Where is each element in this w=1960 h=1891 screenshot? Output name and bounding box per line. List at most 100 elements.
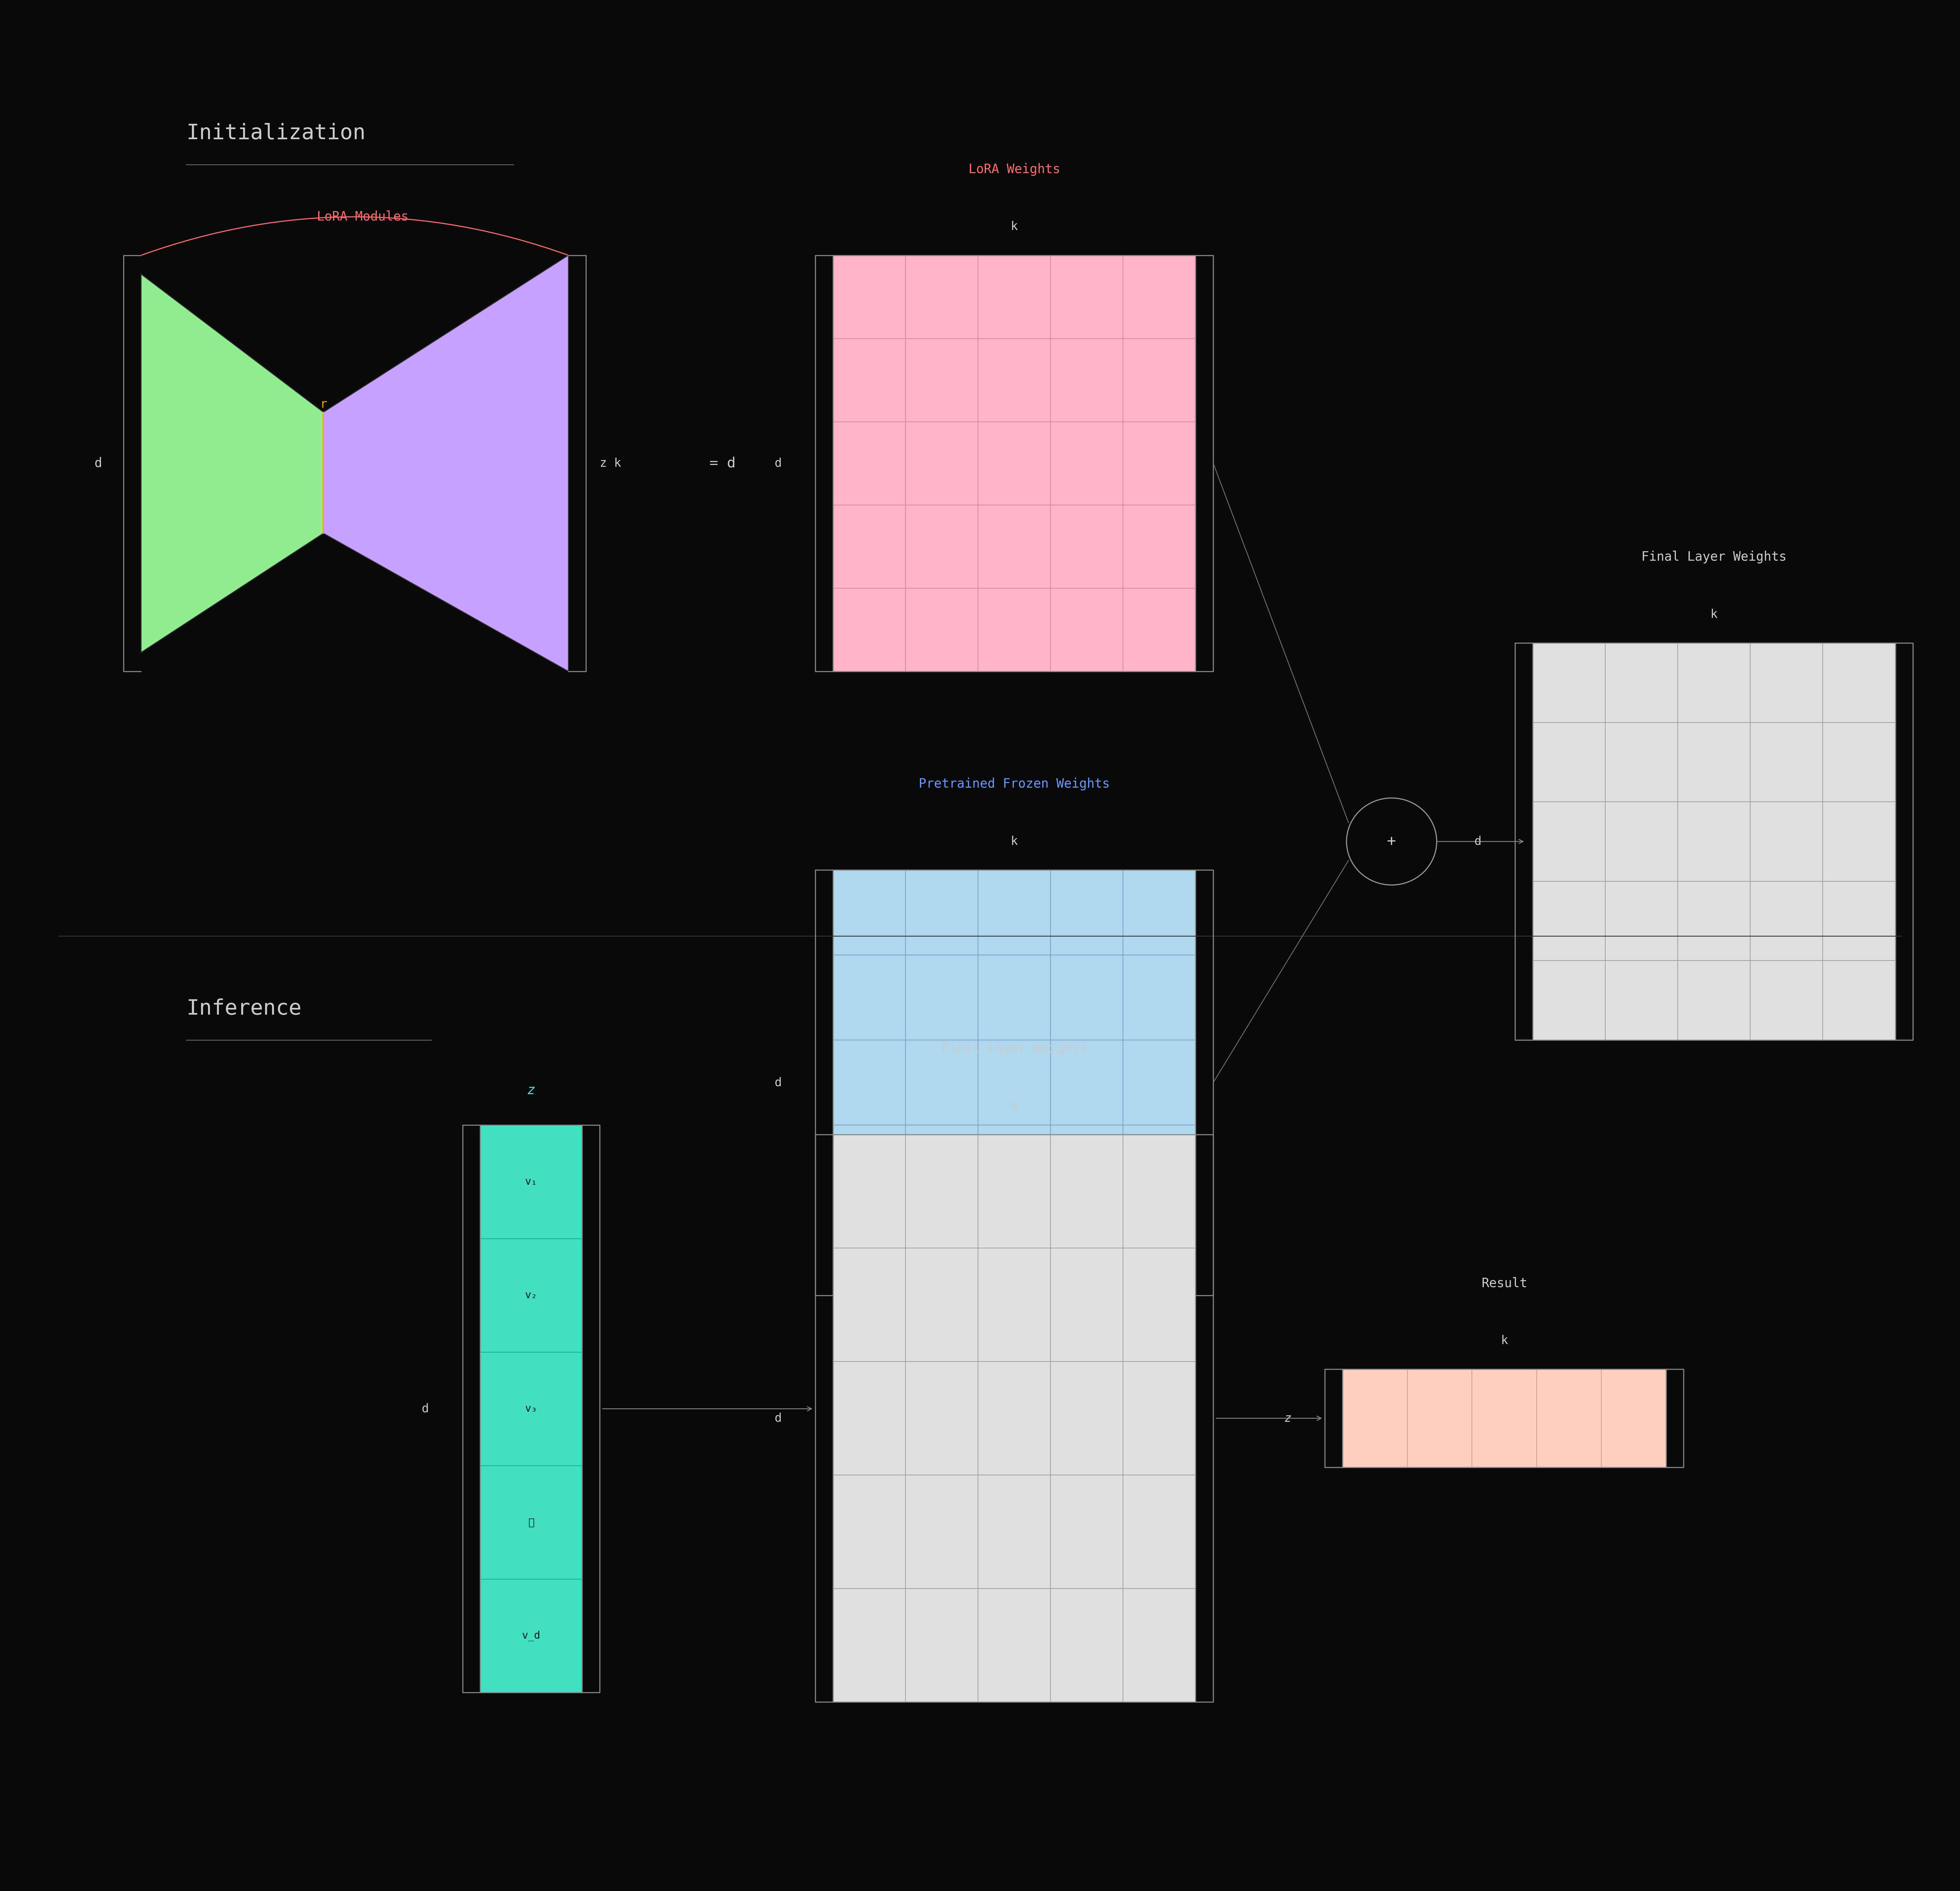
Text: ⋮: ⋮: [527, 1517, 535, 1528]
Bar: [480, 1466, 582, 1579]
Bar: [1051, 1040, 1123, 1125]
Bar: [1123, 955, 1196, 1040]
Text: Initialization: Initialization: [186, 123, 365, 144]
Bar: [1823, 961, 1895, 1040]
Bar: [1601, 1369, 1666, 1467]
Bar: [1123, 338, 1196, 422]
Text: v₁: v₁: [525, 1176, 537, 1188]
Bar: [978, 1362, 1051, 1475]
Bar: [1678, 802, 1750, 881]
Bar: [1051, 588, 1123, 671]
Bar: [1533, 643, 1895, 1040]
Bar: [1823, 643, 1895, 722]
Bar: [906, 870, 978, 955]
Bar: [1678, 961, 1750, 1040]
Bar: [1678, 722, 1750, 802]
Text: d: d: [774, 1413, 782, 1424]
Text: r: r: [319, 399, 327, 410]
Bar: [1051, 870, 1123, 955]
Bar: [906, 1588, 978, 1702]
Bar: [1678, 881, 1750, 961]
Bar: [833, 588, 906, 671]
Bar: [978, 422, 1051, 505]
Text: k: k: [1011, 836, 1017, 847]
Bar: [1123, 1210, 1196, 1295]
Bar: [906, 1135, 978, 1248]
Bar: [1051, 1475, 1123, 1588]
Text: z: z: [1284, 1413, 1292, 1424]
Bar: [833, 1362, 906, 1475]
Bar: [978, 1248, 1051, 1362]
Bar: [906, 505, 978, 588]
Bar: [833, 870, 906, 955]
Bar: [1123, 1135, 1196, 1248]
Bar: [978, 505, 1051, 588]
Text: k: k: [1501, 1335, 1507, 1346]
Bar: [1051, 1210, 1123, 1295]
Bar: [1051, 955, 1123, 1040]
Text: v₃: v₃: [525, 1403, 537, 1414]
Bar: [978, 1125, 1051, 1210]
Bar: [1051, 1135, 1123, 1248]
Text: d: d: [774, 458, 782, 469]
Bar: [906, 955, 978, 1040]
Text: k: k: [1011, 1101, 1017, 1112]
Bar: [1605, 802, 1678, 881]
Bar: [1605, 722, 1678, 802]
Bar: [1123, 505, 1196, 588]
Bar: [480, 1125, 582, 1692]
Bar: [1605, 961, 1678, 1040]
Text: d: d: [421, 1403, 429, 1414]
Text: LoRA Modules: LoRA Modules: [318, 210, 408, 223]
Bar: [833, 1135, 906, 1248]
Text: k: k: [1011, 221, 1017, 233]
Text: Inference: Inference: [186, 998, 302, 1019]
Text: Result: Result: [1482, 1276, 1527, 1290]
Bar: [1051, 1248, 1123, 1362]
Bar: [1823, 881, 1895, 961]
Text: = d: = d: [710, 456, 735, 471]
Bar: [1533, 643, 1605, 722]
Bar: [978, 1475, 1051, 1588]
Text: v₂: v₂: [525, 1290, 537, 1301]
Bar: [833, 1040, 906, 1125]
Bar: [1533, 722, 1605, 802]
Bar: [906, 588, 978, 671]
Bar: [906, 422, 978, 505]
Bar: [906, 338, 978, 422]
Text: LoRA Weights: LoRA Weights: [968, 163, 1060, 176]
Bar: [1051, 1362, 1123, 1475]
Text: Pretrained Frozen Weights: Pretrained Frozen Weights: [919, 777, 1109, 790]
Bar: [480, 1579, 582, 1692]
Text: d: d: [774, 1076, 782, 1089]
Bar: [1605, 881, 1678, 961]
Bar: [833, 1248, 906, 1362]
Bar: [1051, 422, 1123, 505]
Bar: [1123, 1248, 1196, 1362]
Bar: [1123, 870, 1196, 955]
Bar: [978, 255, 1051, 338]
Text: d: d: [1474, 836, 1482, 847]
Bar: [906, 1248, 978, 1362]
Bar: [1123, 588, 1196, 671]
Bar: [978, 588, 1051, 671]
Text: v_d: v_d: [521, 1630, 541, 1641]
Text: z k: z k: [600, 458, 621, 469]
Bar: [833, 338, 906, 422]
Bar: [906, 1040, 978, 1125]
Bar: [480, 1125, 582, 1239]
Bar: [906, 1475, 978, 1588]
Bar: [906, 255, 978, 338]
Bar: [480, 1239, 582, 1352]
Bar: [1343, 1369, 1407, 1467]
Bar: [1750, 881, 1823, 961]
Bar: [1823, 722, 1895, 802]
Bar: [1123, 1588, 1196, 1702]
Bar: [1123, 1362, 1196, 1475]
Bar: [1051, 505, 1123, 588]
Bar: [978, 1210, 1051, 1295]
Bar: [833, 1135, 1196, 1702]
Text: Final Layer Weights: Final Layer Weights: [941, 1042, 1088, 1055]
Polygon shape: [323, 255, 568, 671]
Bar: [1343, 1369, 1666, 1467]
